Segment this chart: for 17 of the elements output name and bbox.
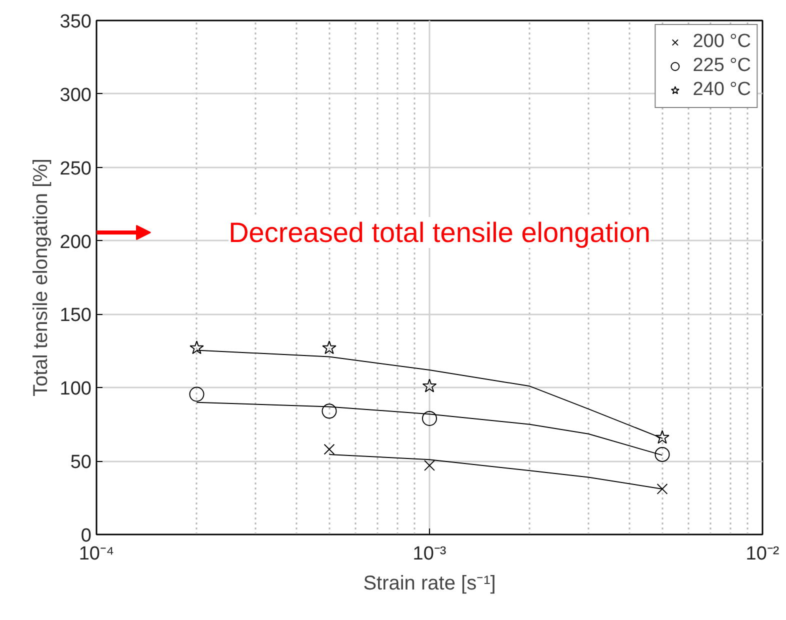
legend-label: 240 °C [692,79,751,101]
legend-label: 225 °C [692,55,751,77]
y-tick-label: 300 [60,84,92,106]
y-tick-label: 100 [60,378,92,400]
x-tick-label: 10⁻³ [412,544,446,564]
y-tick-label: 250 [60,158,92,180]
x-tick-label: 10⁻⁴ [78,544,114,564]
y-tick-label: 150 [60,305,92,326]
y-axis-title: Total tensile elongation [%] [30,158,52,396]
y-tick-label: 50 [70,452,92,474]
annotation: Decreased total tensile elongation [228,217,650,248]
y-tick-label: 0 [80,526,92,546]
x-axis-title: Strain rate [s⁻¹] [363,572,496,594]
legend-label: 200 °C [692,31,751,53]
y-tick-label: 200 [60,232,92,253]
x-tick-label: 10⁻² [746,544,780,564]
y-tick-label: 350 [60,12,92,32]
